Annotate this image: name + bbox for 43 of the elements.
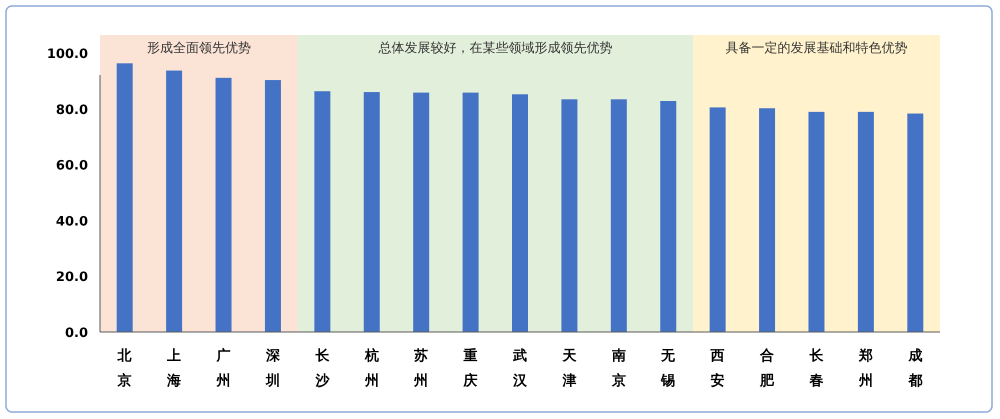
bar — [166, 70, 182, 332]
x-tick-label: 合肥 — [759, 348, 776, 389]
x-tick-label: 北京 — [116, 348, 133, 389]
bar — [314, 91, 330, 332]
x-tick-label: 长沙 — [314, 348, 330, 389]
x-tick-label: 杭州 — [364, 347, 379, 389]
x-tick-label: 广州 — [216, 347, 231, 389]
bar — [710, 107, 726, 332]
band-label: 总体发展较好，在某些领域形成领先优势 — [377, 41, 612, 56]
y-tick-label: 20.0 — [56, 270, 88, 286]
y-tick-label: 40.0 — [56, 214, 88, 230]
y-tick-label: 60.0 — [56, 158, 88, 174]
band-label: 具备一定的发展基础和特色优势 — [725, 41, 908, 56]
x-tick-label: 郑州 — [858, 348, 873, 389]
x-tick-label: 武汉 — [512, 348, 528, 389]
bar — [512, 94, 528, 332]
bar — [858, 112, 874, 332]
x-tick-label: 长春 — [808, 348, 824, 389]
x-tick-label: 深圳 — [264, 348, 281, 389]
bar — [216, 78, 232, 332]
bar — [808, 112, 824, 332]
band-label: 形成全面领先优势 — [146, 41, 251, 56]
y-tick-label: 100.0 — [46, 47, 88, 62]
bar — [413, 92, 430, 332]
bar — [364, 92, 380, 332]
bar — [907, 114, 924, 332]
bar — [610, 99, 627, 332]
bar — [759, 108, 776, 332]
x-tick-label: 成都 — [907, 348, 922, 389]
y-tick-label: 80.0 — [56, 102, 88, 118]
bar — [660, 100, 676, 332]
bar — [462, 92, 479, 332]
x-tick-label: 无锡 — [660, 348, 676, 389]
x-tick-label: 西安 — [710, 348, 725, 389]
x-tick-label: 上海 — [166, 348, 182, 389]
x-tick-label: 苏州 — [413, 348, 428, 389]
bar — [264, 80, 281, 332]
y-tick-label: 0.0 — [64, 326, 88, 341]
x-tick-label: 南京 — [610, 348, 626, 389]
x-tick-label: 重庆 — [462, 348, 478, 389]
bar — [116, 63, 133, 332]
x-tick-label: 天津 — [561, 348, 578, 389]
bar — [561, 99, 578, 332]
